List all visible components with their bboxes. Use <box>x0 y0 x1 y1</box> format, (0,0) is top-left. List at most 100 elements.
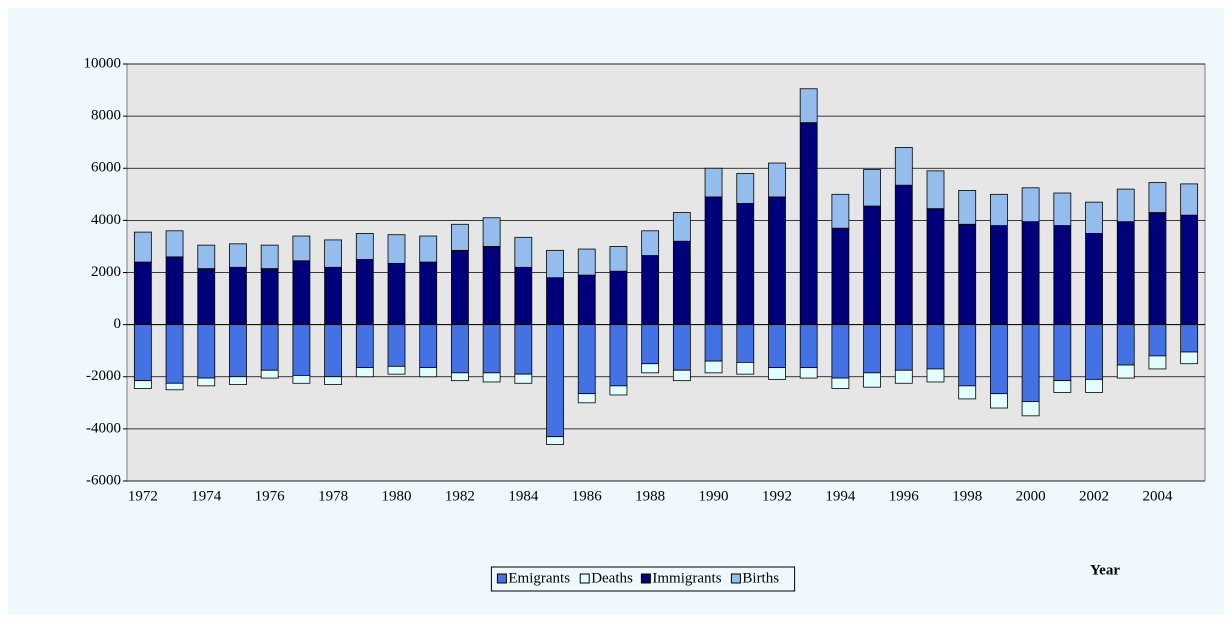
bar-segment <box>863 372 881 388</box>
bar-segment <box>1021 401 1040 417</box>
bar-segment <box>482 324 501 374</box>
bar-segment <box>894 369 913 384</box>
bar-segment <box>577 274 596 326</box>
bar-segment <box>736 173 755 204</box>
x-tick-label: 1986 <box>572 488 603 504</box>
bar-segment <box>387 234 406 264</box>
bar-segment <box>546 277 564 326</box>
bar-segment <box>1085 233 1103 326</box>
bar-segment <box>1053 225 1072 326</box>
x-axis-label: Year <box>1090 562 1120 578</box>
bar-segment <box>229 376 247 385</box>
bar-segment <box>1180 324 1199 353</box>
legend-swatch <box>496 573 507 584</box>
bar-segment <box>1021 324 1040 402</box>
bar-segment <box>609 270 628 326</box>
bar-segment <box>894 184 913 326</box>
bar-segment <box>831 227 850 326</box>
bar-segment <box>768 367 786 380</box>
x-tick-label: 1980 <box>382 488 412 504</box>
bar-segment <box>133 380 152 389</box>
bar-segment <box>577 324 596 395</box>
bar-segment <box>229 243 247 268</box>
legend-label: Births <box>742 570 779 586</box>
bar-segment <box>260 369 279 379</box>
bar-segment <box>768 162 786 198</box>
x-tick-label: 1974 <box>191 488 222 504</box>
bar-segment <box>482 217 501 247</box>
bar-segment <box>197 324 216 379</box>
bar-segment <box>990 393 1008 409</box>
bar-segment <box>133 324 152 382</box>
x-tick-label: 2004 <box>1142 488 1173 504</box>
bar-segment <box>355 324 374 369</box>
bar-segment <box>1116 221 1135 326</box>
bar-segment <box>641 230 660 256</box>
y-tick-label: 2000 <box>91 264 121 280</box>
bar-segment <box>672 240 691 326</box>
legend-swatch <box>640 573 651 584</box>
bar-segment <box>831 377 850 389</box>
bar-segment <box>799 367 818 379</box>
bar-segment <box>324 376 342 385</box>
bar-segment <box>736 362 755 375</box>
legend-label: Emigrants <box>508 570 570 586</box>
bar-segment <box>292 375 311 384</box>
bar-segment <box>419 235 438 263</box>
bar-segment <box>451 223 469 251</box>
bar-segment <box>165 324 184 384</box>
x-tick-label: 1984 <box>508 488 539 504</box>
bar-segment <box>704 360 723 374</box>
bar-segment <box>514 266 533 326</box>
y-tick-label: -6000 <box>86 472 121 488</box>
bar-segment <box>1148 324 1167 357</box>
bar-segment <box>260 268 279 326</box>
bar-segment <box>577 248 596 276</box>
bar-segment <box>926 208 945 326</box>
bar-segment <box>958 223 977 326</box>
bar-segment <box>451 249 469 326</box>
bar-segment <box>1180 183 1199 216</box>
bar-segment <box>799 88 818 124</box>
bar-segment <box>1053 192 1072 226</box>
bar-segment <box>197 268 216 326</box>
bar-segment <box>704 196 723 326</box>
bar-segment <box>1053 380 1072 393</box>
x-tick-label: 1996 <box>889 488 920 504</box>
bar-segment <box>324 239 342 268</box>
bar-segment <box>482 246 501 326</box>
bar-segment <box>736 203 755 326</box>
bar-segment <box>958 385 977 400</box>
bar-segment <box>546 436 564 445</box>
bar-segment <box>831 193 850 229</box>
bar-segment <box>419 324 438 369</box>
bar-segment <box>292 235 311 262</box>
bar-segment <box>641 324 660 365</box>
bar-segment <box>1085 324 1103 380</box>
bar-segment <box>197 244 216 269</box>
bar-segment <box>514 373 533 384</box>
bar-segment <box>482 372 501 383</box>
bar-segment <box>419 261 438 326</box>
bar-segment <box>672 212 691 242</box>
y-tick-label: -2000 <box>86 368 121 384</box>
bar-segment <box>958 190 977 225</box>
bar-segment <box>1021 187 1040 223</box>
bar-segment <box>1116 188 1135 223</box>
bar-segment <box>355 367 374 378</box>
bar-segment <box>831 324 850 379</box>
bar-segment <box>958 324 977 387</box>
y-tick-label: -4000 <box>86 420 121 436</box>
bar-segment <box>704 324 723 362</box>
bar-segment <box>1180 214 1199 326</box>
bar-segment <box>768 196 786 326</box>
y-tick-label: 4000 <box>91 212 121 228</box>
x-tick-label: 1976 <box>255 488 286 504</box>
x-tick-label: 1988 <box>635 488 665 504</box>
bar-segment <box>546 249 564 279</box>
bar-segment <box>704 167 723 198</box>
bar-segment <box>1116 364 1135 379</box>
bar-segment <box>1148 212 1167 326</box>
x-tick-label: 1978 <box>318 488 348 504</box>
bar-segment <box>736 324 755 363</box>
